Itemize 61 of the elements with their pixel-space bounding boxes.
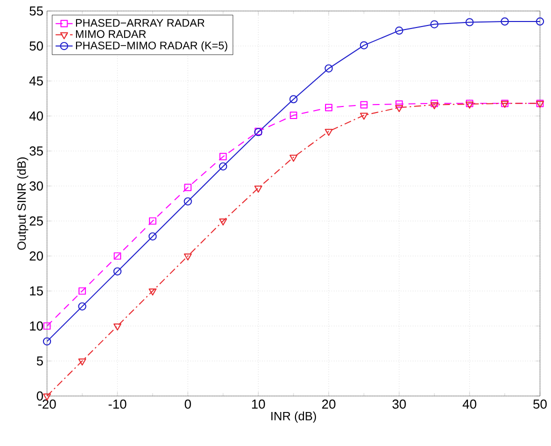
point [113, 324, 122, 330]
point [43, 322, 51, 330]
y-tick-label: 20 [30, 251, 43, 261]
point [324, 64, 333, 72]
y-tick-label: 35 [30, 146, 43, 156]
y-tick-label: 55 [30, 6, 43, 16]
y-tick-label: 50 [30, 41, 43, 51]
x-tick-label: 40 [462, 400, 476, 409]
x-axis-title: INR (dB) [271, 412, 316, 423]
x-tick-label: -20 [38, 400, 56, 409]
y-tick-label: 5 [36, 356, 43, 366]
point [218, 162, 228, 170]
point [500, 17, 509, 26]
point [290, 154, 298, 162]
legend-label: MIMO RADAR [76, 30, 146, 38]
x-tick-label: 50 [533, 400, 547, 409]
x-tick-label: 30 [392, 400, 406, 409]
point [395, 105, 404, 112]
point [430, 100, 438, 108]
x-tick-label: 10 [252, 400, 265, 409]
y-axis-title: Output SINR (dB) [17, 157, 28, 250]
point [184, 184, 192, 192]
y-tick-label: 30 [30, 181, 43, 191]
point [536, 17, 544, 26]
point [114, 252, 122, 260]
point [148, 288, 157, 296]
y-tick-label: 15 [30, 286, 43, 296]
point [289, 95, 298, 104]
point [290, 112, 298, 119]
point [42, 337, 52, 346]
point [148, 232, 157, 240]
point [360, 41, 368, 50]
point [360, 112, 368, 120]
x-tick-label: 0 [184, 400, 191, 409]
point [465, 18, 474, 26]
point [430, 102, 438, 110]
point [360, 101, 368, 108]
legend-label: PHASED−ARRAY RADAR [76, 19, 204, 27]
x-tick-label: 20 [322, 400, 336, 409]
point [78, 358, 86, 366]
y-tick-label: 40 [29, 111, 43, 121]
point [113, 267, 122, 276]
y-tick-label: 10 [30, 321, 43, 331]
point [148, 217, 156, 225]
x-tick-label: -10 [108, 400, 126, 409]
point [395, 100, 403, 108]
point [78, 302, 86, 310]
point [219, 218, 228, 226]
legend-label: PHASED−MIMO RADAR (K=5) [76, 41, 228, 52]
y-tick-label: 0 [36, 391, 43, 401]
point [78, 287, 86, 295]
point [219, 152, 227, 160]
point [325, 104, 332, 112]
point [430, 20, 438, 28]
point [184, 254, 192, 260]
point [254, 186, 262, 193]
point [184, 197, 192, 206]
point [395, 26, 404, 35]
y-tick-label: 45 [29, 76, 43, 86]
point [324, 128, 333, 136]
y-tick-label: 25 [30, 216, 43, 226]
